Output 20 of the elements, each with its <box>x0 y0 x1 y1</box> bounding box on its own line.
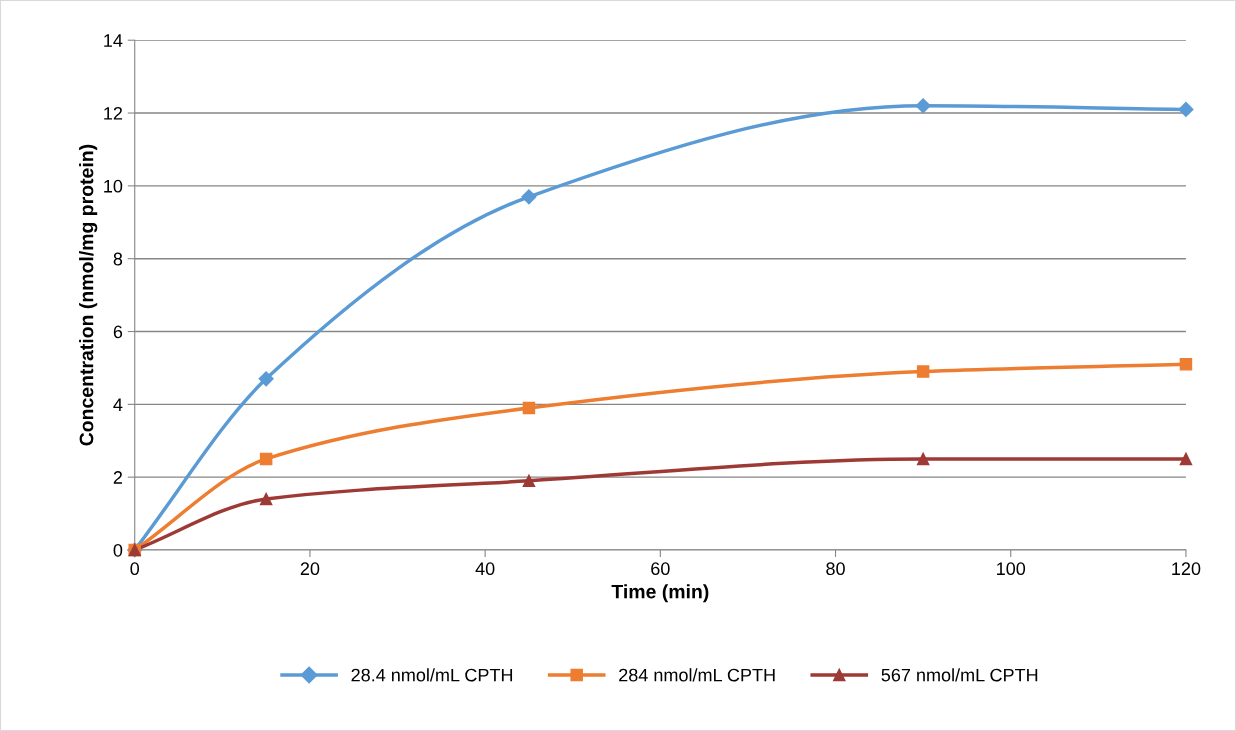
legend-label: 567 nmol/mL CPTH <box>881 668 1038 682</box>
y-tick-label: 12 <box>104 106 123 120</box>
x-tick-label: 60 <box>651 562 670 576</box>
x-tick-label: 80 <box>826 562 845 576</box>
y-tick-label: 6 <box>113 325 123 339</box>
y-tick-label: 8 <box>113 252 123 266</box>
y-tick-label: 4 <box>113 398 123 411</box>
x-tick-label: 0 <box>130 562 140 576</box>
x-tick-label: 100 <box>997 562 1026 576</box>
y-axis-title: Concentration (nmol/mg protein) <box>79 144 98 446</box>
x-axis-title: Time (min) <box>611 584 709 603</box>
y-tick-label: 2 <box>113 471 123 484</box>
y-tick-label: 14 <box>104 34 123 47</box>
x-tick-label: 40 <box>475 562 495 576</box>
x-tick-label: 120 <box>1172 562 1201 576</box>
legend-label: 28.4 nmol/mL CPTH <box>351 668 513 682</box>
x-tick-label: 20 <box>300 562 320 576</box>
y-tick-label: 0 <box>113 543 123 557</box>
y-tick-label: 10 <box>104 179 123 193</box>
legend-label: 284 nmol/mL CPTH <box>619 668 775 682</box>
